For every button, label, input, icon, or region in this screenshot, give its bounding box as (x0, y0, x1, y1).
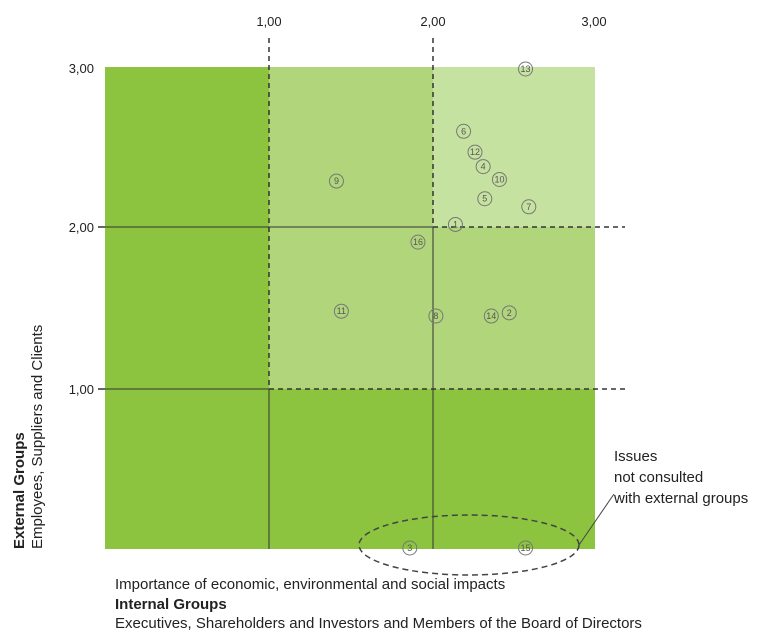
point-label-5: 5 (482, 194, 487, 204)
y-axis-label-sub: Employees, Suppliers and Clients (29, 325, 46, 549)
y-axis-label: External Groups Employees, Suppliers and… (11, 325, 46, 549)
point-label-10: 10 (494, 174, 504, 184)
point-label-9: 9 (334, 176, 339, 186)
x-axis-label-line3: Executives, Shareholders and Investors a… (115, 615, 642, 632)
annotation-line-2: not consulted (614, 469, 703, 486)
point-label-8: 8 (433, 311, 438, 321)
point-13: 13 (519, 62, 533, 76)
y-tick-3: 3,00 (69, 61, 94, 76)
point-label-4: 4 (481, 162, 486, 172)
x-tick-3: 3,00 (581, 14, 606, 29)
point-label-2: 2 (507, 308, 512, 318)
zone-light (433, 67, 595, 227)
y-tick-1: 1,00 (69, 382, 94, 397)
point-16: 16 (411, 235, 425, 249)
point-label-13: 13 (521, 64, 531, 74)
y-axis-label-bold: External Groups (11, 432, 28, 549)
x-tick-2: 2,00 (420, 14, 445, 29)
point-15: 15 (519, 541, 533, 555)
x-axis-label-line2: Internal Groups (115, 596, 227, 613)
point-14: 14 (484, 309, 498, 323)
annotation-line-3: with external groups (613, 490, 748, 507)
point-label-7: 7 (526, 202, 531, 212)
x-tick-1: 1,00 (256, 14, 281, 29)
point-label-6: 6 (461, 126, 466, 136)
y-tick-2: 2,00 (69, 220, 94, 235)
point-label-3: 3 (407, 543, 412, 553)
point-label-12: 12 (470, 147, 480, 157)
point-label-11: 11 (337, 306, 346, 316)
point-label-1: 1 (453, 219, 458, 229)
point-12: 12 (468, 145, 482, 159)
x-axis-label-line1: Importance of economic, environmental an… (115, 576, 505, 593)
point-10: 10 (492, 172, 506, 186)
point-label-15: 15 (521, 543, 531, 553)
point-label-14: 14 (486, 311, 496, 321)
point-label-16: 16 (413, 237, 423, 247)
annotation-line-1: Issues (614, 448, 657, 465)
